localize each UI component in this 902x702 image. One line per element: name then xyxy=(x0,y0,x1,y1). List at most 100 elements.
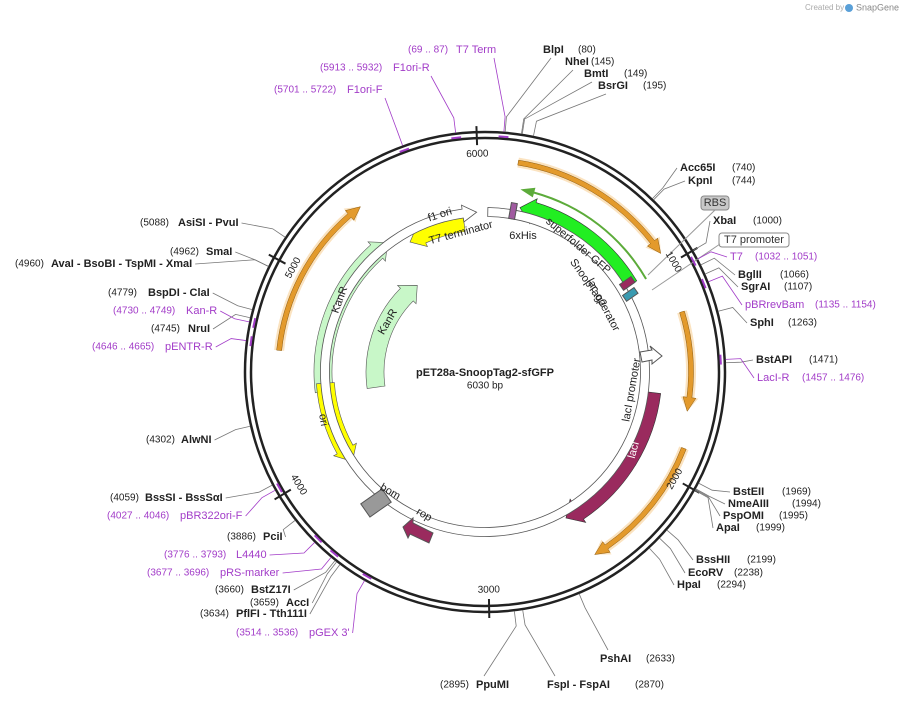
enzyme-name: NmeAIII xyxy=(728,498,769,510)
watermark-text: Created by xyxy=(805,3,844,12)
enzyme-name: PspOMI xyxy=(723,510,764,522)
enzyme-position: (1000) xyxy=(753,216,782,227)
enzyme-position: (3659) xyxy=(250,598,279,609)
enzyme-name: AccI xyxy=(286,597,309,609)
primer-mark xyxy=(329,549,339,558)
enzyme-position: (3660) xyxy=(215,585,244,596)
feature-arrow xyxy=(517,159,662,254)
enzyme-name: BlpI xyxy=(543,44,564,56)
primer-range: (4730 .. 4749) xyxy=(113,306,175,317)
leader-line xyxy=(282,557,332,574)
primer-mark xyxy=(399,147,410,153)
primer-mark xyxy=(498,135,509,139)
leader-line xyxy=(225,484,273,499)
enzyme-name: BglII xyxy=(738,269,762,281)
leader-line xyxy=(653,180,686,201)
enzyme-position: (4779) xyxy=(108,288,137,299)
leader-line xyxy=(522,609,556,677)
primer-mark xyxy=(313,534,323,544)
plasmid-name: pET28a-SnoopTag2-sfGFP xyxy=(416,367,554,379)
leader-line xyxy=(700,257,736,276)
leader-line xyxy=(533,93,607,137)
primer-mark xyxy=(249,336,253,347)
watermark-brand: SnapGene xyxy=(856,2,899,12)
enzyme-position: (1471) xyxy=(809,355,838,366)
feature-label: RBS xyxy=(704,197,727,209)
feature-label: lacI xyxy=(626,440,642,460)
leader-line xyxy=(659,537,686,574)
backbone-inner xyxy=(249,136,721,608)
enzyme-position: (740) xyxy=(732,163,755,174)
enzyme-name: AlwNI xyxy=(181,434,212,446)
primer-name: pBR322ori-F xyxy=(180,510,243,522)
enzyme-name: XbaI xyxy=(713,215,736,227)
leader-line xyxy=(697,251,728,260)
leader-line xyxy=(214,425,251,441)
feature-label: 6xHis xyxy=(509,230,537,242)
primer-range: (1135 .. 1154) xyxy=(815,300,876,311)
primer-mark xyxy=(362,572,372,580)
primer-range: (3776 .. 3793) xyxy=(164,550,226,561)
primer-range: (5913 .. 5932) xyxy=(320,63,382,74)
enzyme-name: HpaI xyxy=(677,579,701,591)
leader-line xyxy=(692,220,711,251)
leader-line xyxy=(384,97,403,146)
enzyme-position: (2238) xyxy=(734,568,763,579)
enzyme-position: (4745) xyxy=(151,324,180,335)
primer-mark xyxy=(700,278,707,289)
leader-line xyxy=(725,359,754,364)
primer-range: (69 .. 87) xyxy=(408,45,448,56)
enzyme-position: (1994) xyxy=(792,499,821,510)
tick-label: 2000 xyxy=(665,466,686,491)
enzyme-name: SphI xyxy=(750,317,774,329)
enzyme-name: BssSI - BssSαI xyxy=(145,492,223,504)
snooptag xyxy=(618,275,636,291)
primer-name: Kan-R xyxy=(186,305,217,317)
enzyme-name: PciI xyxy=(263,531,283,543)
enzyme-name: AvaI - BsoBI - TspMI - XmaI xyxy=(51,258,192,270)
leader-line xyxy=(352,580,365,634)
primer-name: T7 Term xyxy=(456,44,496,56)
enzyme-position: (2633) xyxy=(646,654,675,665)
leader-line xyxy=(666,529,694,561)
primer-name: pRS-marker xyxy=(220,567,280,579)
enzyme-name: AsiSI - PvuI xyxy=(178,217,239,229)
enzyme-name: SgrAI xyxy=(741,281,770,293)
his-tag xyxy=(508,202,518,220)
primer-mark xyxy=(690,256,697,267)
enzyme-name: BstZ17I xyxy=(251,584,291,596)
leader-line xyxy=(649,547,675,586)
backbone-outer xyxy=(243,130,727,614)
leader-line xyxy=(578,593,609,651)
enzyme-position: (4960) xyxy=(15,259,44,270)
primer-mark xyxy=(276,483,283,493)
enzyme-name: BstAPI xyxy=(756,354,792,366)
enzyme-position: (1066) xyxy=(780,270,809,281)
leader-line xyxy=(695,488,726,505)
enzyme-position: (744) xyxy=(732,176,755,187)
primer-range: (3514 .. 3536) xyxy=(236,628,298,639)
enzyme-position: (1969) xyxy=(782,487,811,498)
leader-line xyxy=(725,358,755,379)
primer-name: pGEX 3' xyxy=(309,627,350,639)
leader-line xyxy=(504,57,552,132)
primer-mark xyxy=(719,354,722,365)
primer-name: LacI-R xyxy=(757,372,789,384)
enzyme-name: FspI - FspAI xyxy=(547,679,610,691)
enzyme-name: BsrGI xyxy=(598,80,628,92)
leader-line xyxy=(235,251,269,267)
leader-line xyxy=(521,69,574,134)
enzyme-position: (1995) xyxy=(779,511,808,522)
enzyme-position: (195) xyxy=(643,81,666,92)
primer-range: (1457 .. 1476) xyxy=(802,373,864,384)
leader-line xyxy=(694,489,714,529)
enzyme-name: BspDI - ClaI xyxy=(148,287,210,299)
leader-line xyxy=(212,313,251,330)
primer-name: F1ori-F xyxy=(347,84,383,96)
leader-line xyxy=(215,338,247,348)
feature-arrow-glow xyxy=(594,446,689,555)
primer-range: (5701 .. 5722) xyxy=(274,85,336,96)
feature-arrow xyxy=(679,310,697,412)
enzyme-name: EcoRV xyxy=(688,567,724,579)
